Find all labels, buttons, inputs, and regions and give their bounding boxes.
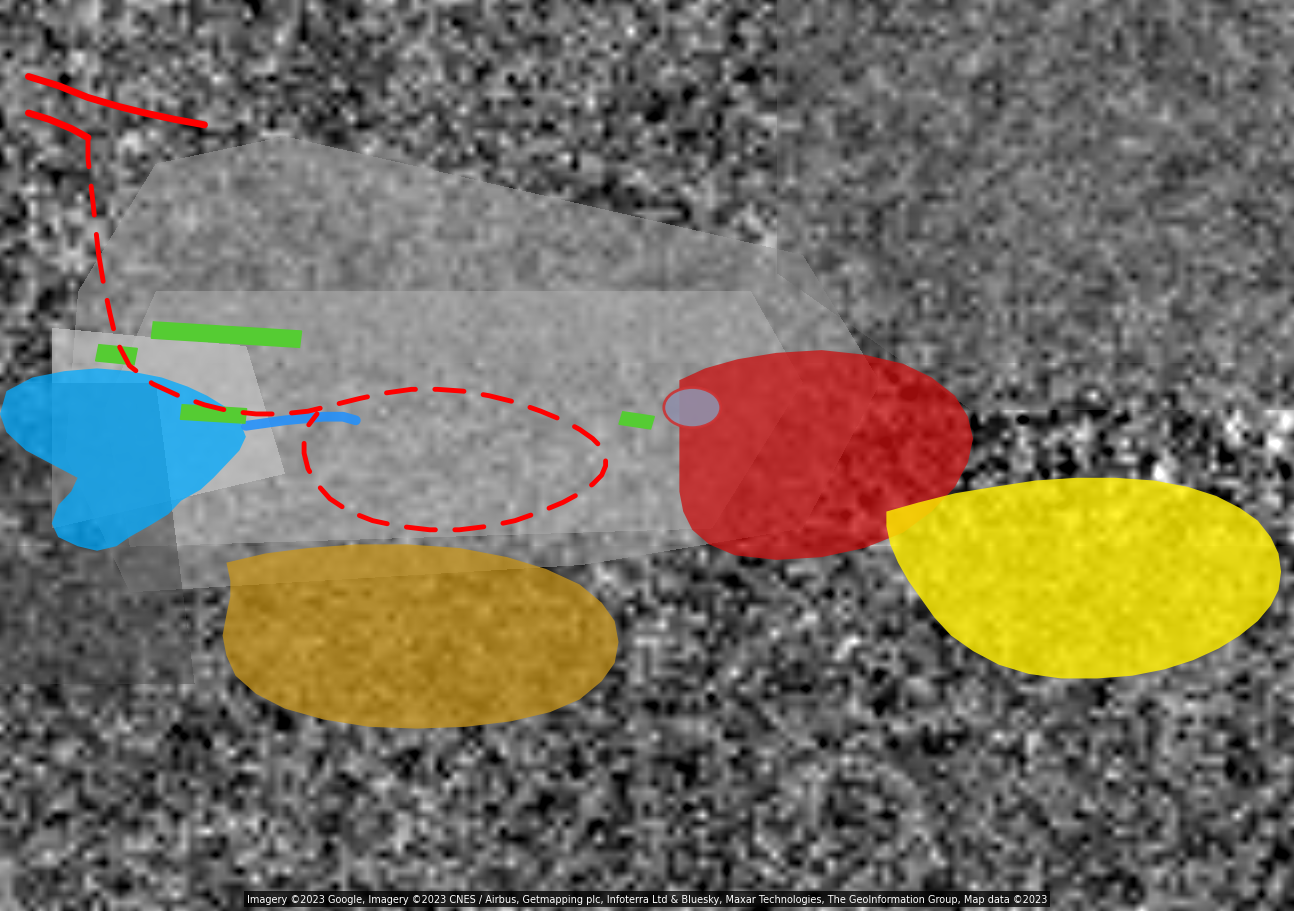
Text: Imagery ©2023 Google, Imagery ©2023 CNES / Airbus, Getmapping plc, Infoterra Ltd: Imagery ©2023 Google, Imagery ©2023 CNES…: [247, 894, 1047, 904]
Polygon shape: [0, 369, 246, 551]
Bar: [96, 345, 137, 365]
Bar: [619, 413, 655, 429]
Polygon shape: [679, 351, 973, 560]
Bar: [151, 322, 302, 348]
Bar: [180, 405, 247, 424]
Circle shape: [664, 388, 721, 428]
Polygon shape: [886, 478, 1281, 679]
Polygon shape: [223, 545, 619, 729]
